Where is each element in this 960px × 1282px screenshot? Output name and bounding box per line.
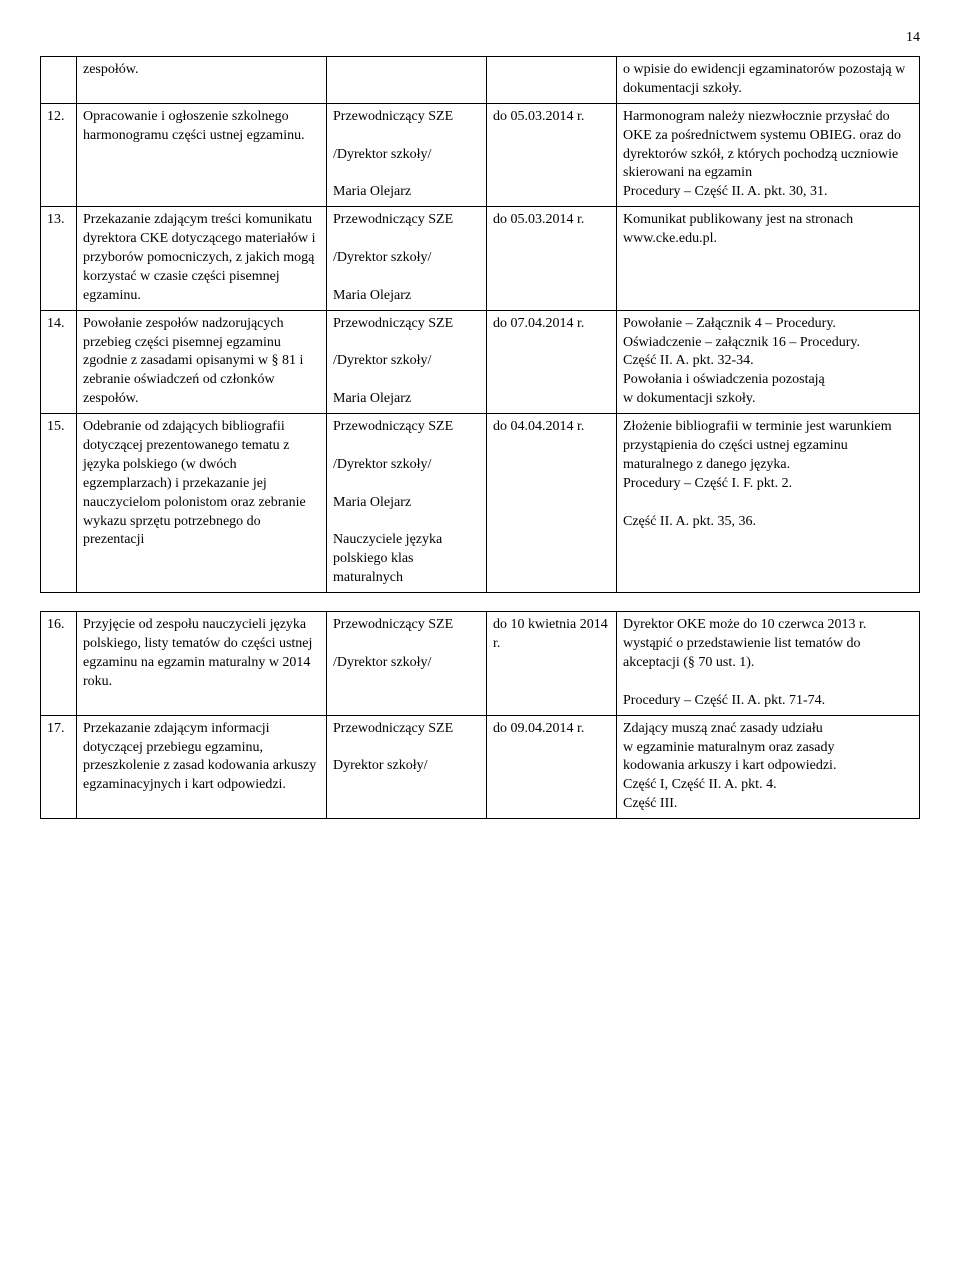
row-note: Komunikat publikowany jest na stronach w… — [617, 207, 920, 310]
row-description: Powołanie zespołów nadzorujących przebie… — [77, 310, 327, 413]
table-row: 17. Przekazanie zdającym informacji doty… — [41, 715, 920, 818]
row-number: 17. — [41, 715, 77, 818]
row-note: Powołanie – Załącznik 4 – Procedury. Ośw… — [617, 310, 920, 413]
table-row: zespołów. o wpisie do ewidencji egzamina… — [41, 57, 920, 104]
row-note: Dyrektor OKE może do 10 czerwca 2013 r. … — [617, 612, 920, 715]
table-row: 14. Powołanie zespołów nadzorujących prz… — [41, 310, 920, 413]
row-date: do 05.03.2014 r. — [487, 207, 617, 310]
row-date: do 04.04.2014 r. — [487, 414, 617, 593]
row-responsible: Przewodniczący SZE Dyrektor szkoły/ — [327, 715, 487, 818]
row-number: 14. — [41, 310, 77, 413]
table-row: 15. Odebranie od zdających bibliografii … — [41, 414, 920, 593]
table-row: 16. Przyjęcie od zespołu nauczycieli jęz… — [41, 612, 920, 715]
row-responsible: Przewodniczący SZE /Dyrektor szkoły/ Mar… — [327, 414, 487, 593]
row-date: do 07.04.2014 r. — [487, 310, 617, 413]
row-responsible: Przewodniczący SZE /Dyrektor szkoły/ Mar… — [327, 207, 487, 310]
row-number: 13. — [41, 207, 77, 310]
row-description: Odebranie od zdających bibliografii doty… — [77, 414, 327, 593]
table-row: 12. Opracowanie i ogłoszenie szkolnego h… — [41, 103, 920, 206]
row-description: zespołów. — [77, 57, 327, 104]
row-date: do 09.04.2014 r. — [487, 715, 617, 818]
row-date: do 10 kwietnia 2014 r. — [487, 612, 617, 715]
page-number: 14 — [40, 30, 920, 46]
main-table-2: 16. Przyjęcie od zespołu nauczycieli jęz… — [40, 611, 920, 819]
row-description: Przekazanie zdającym treści komunikatu d… — [77, 207, 327, 310]
row-description: Przyjęcie od zespołu nauczycieli języka … — [77, 612, 327, 715]
row-number: 12. — [41, 103, 77, 206]
row-note: o wpisie do ewidencji egzaminatorów pozo… — [617, 57, 920, 104]
row-responsible — [327, 57, 487, 104]
row-note: Złożenie bibliografii w terminie jest wa… — [617, 414, 920, 593]
row-note: Harmonogram należy niezwłocznie przysłać… — [617, 103, 920, 206]
row-responsible: Przewodniczący SZE /Dyrektor szkoły/ Mar… — [327, 310, 487, 413]
row-responsible: Przewodniczący SZE /Dyrektor szkoły/ — [327, 612, 487, 715]
table-row: 13. Przekazanie zdającym treści komunika… — [41, 207, 920, 310]
row-note: Zdający muszą znać zasady udziału w egza… — [617, 715, 920, 818]
main-table-1: zespołów. o wpisie do ewidencji egzamina… — [40, 56, 920, 593]
row-number — [41, 57, 77, 104]
row-date — [487, 57, 617, 104]
row-responsible: Przewodniczący SZE /Dyrektor szkoły/ Mar… — [327, 103, 487, 206]
row-description: Przekazanie zdającym informacji dotycząc… — [77, 715, 327, 818]
row-date: do 05.03.2014 r. — [487, 103, 617, 206]
row-number: 16. — [41, 612, 77, 715]
row-number: 15. — [41, 414, 77, 593]
row-description: Opracowanie i ogłoszenie szkolnego harmo… — [77, 103, 327, 206]
